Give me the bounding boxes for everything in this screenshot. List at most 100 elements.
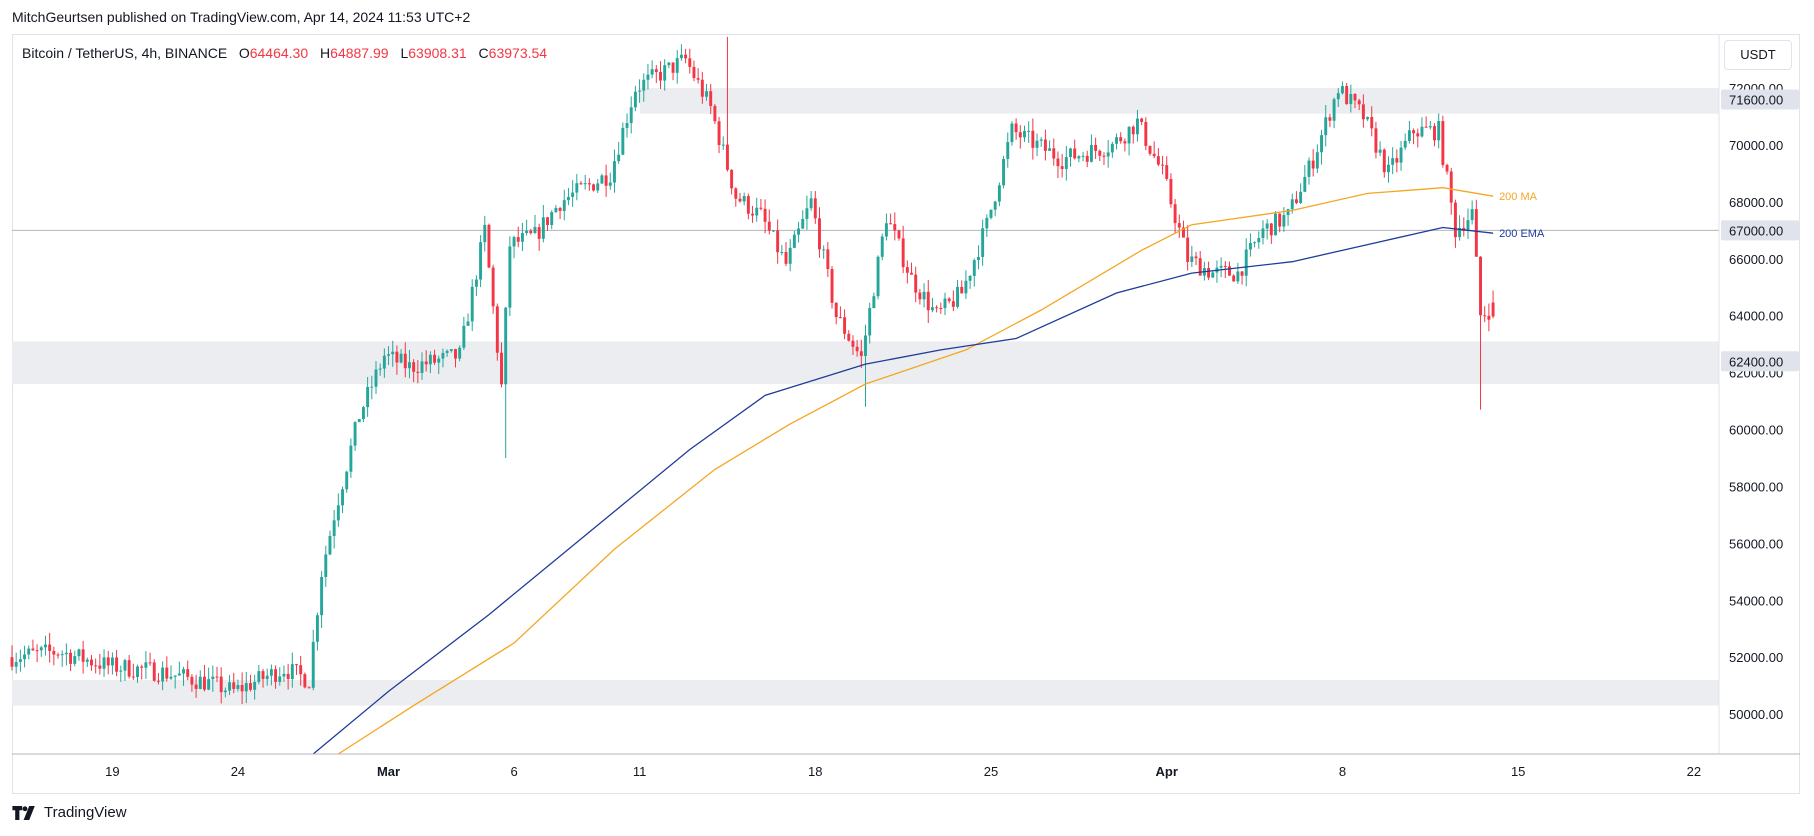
- series-line-1: [312, 226, 1494, 755]
- candle-body: [131, 676, 135, 678]
- candle-body: [809, 198, 813, 209]
- price-label: 67000.00: [1729, 223, 1783, 238]
- candle-body: [1173, 204, 1177, 224]
- candle-body: [60, 654, 64, 656]
- candle-body: [617, 154, 621, 162]
- candle-body: [458, 347, 462, 359]
- candle-body: [642, 79, 646, 91]
- candle-body: [1332, 99, 1336, 121]
- candle-body: [742, 196, 746, 202]
- candle-body: [1069, 148, 1072, 158]
- candle-body: [1420, 126, 1424, 137]
- indicator-lines-layer: 200 MA 200 EMA: [312, 187, 1545, 755]
- candle-body: [1487, 315, 1491, 320]
- candle-body: [152, 662, 156, 681]
- candle-body: [35, 650, 39, 652]
- x-tick-label: 24: [231, 764, 245, 779]
- symbol-legend[interactable]: Bitcoin / TetherUS, 4h, BINANCE O64464.3…: [22, 45, 555, 61]
- high-label: H: [320, 45, 331, 61]
- price-label: 62400.00: [1729, 354, 1783, 369]
- candle-body: [1253, 242, 1257, 244]
- candle-body: [449, 349, 453, 351]
- candle-body: [1370, 117, 1374, 129]
- candle-body: [1165, 165, 1169, 179]
- candle-body: [1035, 140, 1039, 148]
- candle-body: [1382, 149, 1386, 173]
- candle-body: [1269, 223, 1273, 236]
- candle-body: [784, 251, 788, 264]
- x-tick-label: 19: [105, 764, 119, 779]
- candle-body: [165, 667, 169, 679]
- candle-body: [587, 183, 591, 185]
- candle-body: [717, 121, 721, 146]
- candle-body: [328, 535, 332, 555]
- candle-body: [428, 354, 432, 365]
- candle-body: [1449, 171, 1453, 203]
- candle-body: [801, 218, 805, 229]
- candle-body: [918, 292, 922, 300]
- tradingview-logo-icon: [12, 805, 35, 820]
- candle-body: [537, 227, 541, 239]
- close-label: C: [478, 45, 489, 61]
- currency-button[interactable]: USDT: [1724, 40, 1792, 70]
- y-tick-label: 58000.00: [1729, 479, 1783, 494]
- candle-body: [700, 79, 704, 97]
- candle-body: [1077, 156, 1081, 159]
- candle-body: [629, 107, 633, 124]
- candle-body: [433, 354, 437, 363]
- candle-body: [1428, 126, 1432, 128]
- candle-body: [1261, 228, 1265, 239]
- candle-body: [202, 676, 206, 690]
- candle-body: [1232, 275, 1236, 282]
- candle-body: [399, 353, 403, 363]
- candle-body: [558, 207, 562, 211]
- candle-body: [826, 249, 830, 270]
- candle-body: [788, 247, 792, 264]
- candle-body: [646, 74, 650, 80]
- candle-body: [960, 286, 964, 294]
- candle-body: [1219, 265, 1223, 268]
- candle-body: [851, 340, 855, 347]
- candle-body: [387, 354, 391, 356]
- candle-body: [776, 230, 780, 253]
- y-tick-label: 66000.00: [1729, 252, 1783, 267]
- footer[interactable]: TradingView: [12, 804, 127, 821]
- candles-layer: [10, 36, 1495, 705]
- candle-body: [382, 355, 386, 369]
- candle-body: [1060, 166, 1064, 169]
- x-tick-label: Mar: [377, 764, 400, 779]
- candle-body: [533, 227, 537, 234]
- y-tick-label: 54000.00: [1729, 593, 1783, 608]
- candle-body: [1115, 137, 1118, 144]
- candle-body: [654, 69, 658, 72]
- candle-body: [1198, 258, 1202, 276]
- series-label-1: 200 EMA: [1499, 228, 1545, 240]
- candle-body: [161, 667, 165, 682]
- candle-body: [119, 670, 123, 672]
- candle-body: [1286, 209, 1290, 216]
- candle-body: [10, 657, 14, 667]
- candle-body: [1211, 272, 1215, 278]
- candle-body: [1106, 152, 1110, 157]
- candle-body: [746, 196, 750, 214]
- candle-body: [261, 671, 265, 680]
- candle-body: [98, 665, 102, 669]
- price-label-bg: [1721, 89, 1799, 110]
- candle-body: [1190, 256, 1194, 262]
- candle-body: [1240, 271, 1244, 276]
- candle-body: [64, 652, 68, 655]
- candle-body: [771, 230, 775, 232]
- candle-body: [265, 675, 269, 680]
- candle-body: [140, 666, 144, 668]
- candle-body: [39, 647, 43, 651]
- candle-body: [1345, 86, 1349, 105]
- candle-body: [901, 238, 905, 268]
- candle-body: [1148, 145, 1152, 154]
- candle-body: [69, 652, 73, 664]
- candle-body: [884, 223, 888, 237]
- candle-body: [504, 307, 508, 385]
- candle-body: [1324, 117, 1328, 136]
- symbol-name: Bitcoin / TetherUS, 4h, BINANCE: [22, 45, 228, 61]
- candle-body: [554, 207, 558, 213]
